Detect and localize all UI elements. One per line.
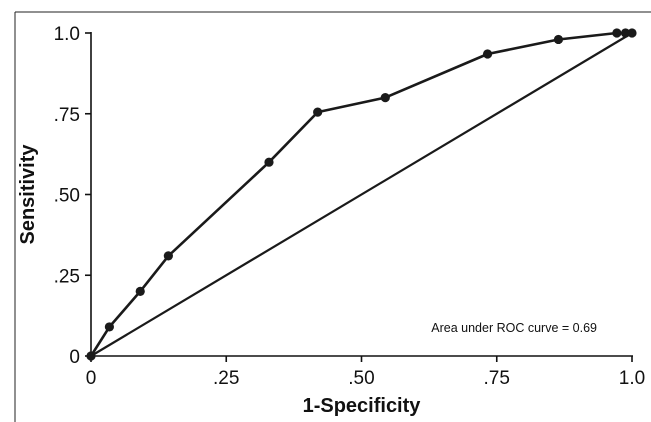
x-tick-label: 0 bbox=[86, 368, 97, 389]
y-tick-label: 0 bbox=[69, 347, 80, 368]
x-tick-label: 1.0 bbox=[619, 368, 645, 389]
roc-data-point bbox=[264, 157, 274, 167]
roc-data-point bbox=[313, 107, 323, 117]
roc-data-point bbox=[380, 93, 390, 103]
roc-data-point bbox=[553, 34, 564, 45]
y-tick-label: .25 bbox=[54, 266, 80, 287]
roc-data-point bbox=[627, 28, 637, 38]
roc-data-point bbox=[86, 351, 96, 361]
auc-annotation: Area under ROC curve = 0.69 bbox=[431, 321, 597, 335]
roc-data-point bbox=[620, 28, 631, 38]
roc-data-point bbox=[135, 286, 145, 296]
y-tick-label: .50 bbox=[54, 186, 80, 207]
roc-data-point bbox=[482, 49, 493, 59]
y-tick-label: 1.0 bbox=[54, 24, 80, 45]
y-axis-title: Sensitivity bbox=[17, 144, 39, 245]
roc-data-point bbox=[163, 251, 173, 261]
roc-data-point bbox=[612, 28, 622, 38]
y-tick-label: .75 bbox=[54, 105, 80, 126]
x-tick-label: .75 bbox=[484, 368, 510, 389]
x-tick-label: .50 bbox=[348, 368, 374, 389]
x-tick-label: .25 bbox=[213, 368, 239, 389]
x-axis-title: 1-Specificity bbox=[303, 395, 422, 417]
roc-data-point bbox=[104, 322, 114, 332]
reference-diagonal-line bbox=[90, 32, 633, 357]
